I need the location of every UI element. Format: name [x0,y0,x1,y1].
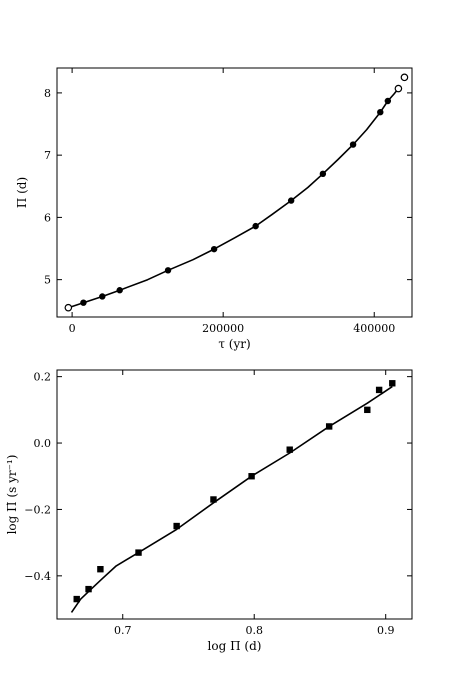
y-tick-label: 6 [44,211,51,224]
data-square [135,549,142,556]
x-tick-label: 400000 [353,322,395,335]
x-tick-label: 0.7 [114,624,132,637]
x-tick-label: 0 [69,322,76,335]
x-axis-label: τ (yr) [218,337,250,351]
y-tick-label: 0.0 [34,437,52,450]
data-square [389,380,396,387]
y-tick-label: −0.4 [24,570,51,583]
open-data-point [64,303,73,312]
bottom-panel: 0.7 0.8 0.9 −0.4 −0.2 0.0 0.2 log Π (d) log Π̇ (… [5,369,413,653]
data-square [286,446,293,453]
data-square [375,386,383,394]
data-square [85,585,92,593]
y-tick-label: 8 [44,87,51,100]
data-point [116,287,123,294]
plot-frame [56,369,413,620]
y-tick-label: −0.2 [24,503,51,516]
data-square [97,566,104,573]
data-point [164,267,172,274]
open-data-point [400,73,409,82]
data-point [210,245,218,253]
data-point [319,170,327,178]
x-tick-label: 200000 [202,322,244,335]
y-tick-label: 7 [44,149,51,162]
x-tick-label: 0.9 [377,624,395,637]
data-point [252,222,259,230]
data-square [210,496,217,503]
data-square [73,595,80,603]
data-point [99,293,106,300]
data-point [349,141,357,148]
x-tick-label: 0.8 [245,624,263,637]
top-panel: 0 200000 400000 5 6 7 8 τ (yr) Π (d) [15,67,413,351]
y-axis-label: Π (d) [15,177,29,208]
y-tick-label: 0.2 [34,371,52,384]
fit-curve [68,87,400,309]
y-tick-label: 5 [44,274,51,287]
data-square [364,406,371,414]
y-axis-label: log Π̇ (s yr⁻¹) [5,455,19,535]
data-square [248,473,255,480]
data-point [384,97,392,105]
fit-curve [70,385,393,613]
plot-frame [56,67,413,318]
data-square [325,423,333,430]
data-point [377,108,384,116]
x-axis-label: log Π (d) [208,639,262,653]
data-square [173,522,180,530]
open-data-point [394,84,403,93]
data-point [287,197,295,204]
data-point [80,299,87,306]
